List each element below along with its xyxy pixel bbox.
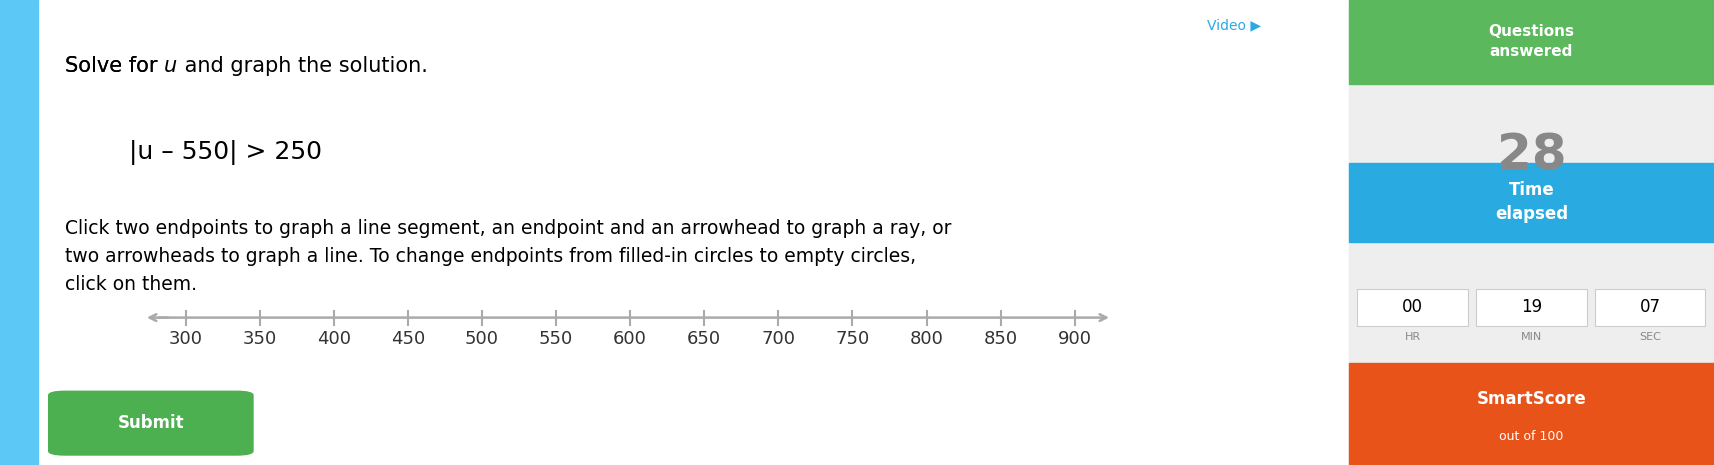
FancyBboxPatch shape — [48, 391, 254, 456]
Text: SmartScore: SmartScore — [1476, 390, 1587, 407]
Text: u: u — [165, 56, 178, 76]
Text: 600: 600 — [614, 330, 648, 348]
Bar — [1349, 363, 1714, 465]
Text: SEC: SEC — [1639, 332, 1661, 342]
Text: 300: 300 — [168, 330, 202, 348]
Text: Time
elapsed: Time elapsed — [1495, 181, 1568, 223]
Text: Submit: Submit — [118, 414, 183, 432]
Text: 500: 500 — [464, 330, 499, 348]
Text: HR: HR — [1404, 332, 1421, 342]
Text: and graph the solution.: and graph the solution. — [178, 56, 427, 76]
FancyBboxPatch shape — [1357, 289, 1467, 326]
Text: 700: 700 — [761, 330, 795, 348]
Text: 07: 07 — [1640, 299, 1661, 316]
Text: 450: 450 — [391, 330, 425, 348]
Text: Video ▶: Video ▶ — [1207, 19, 1262, 33]
Text: 28: 28 — [1496, 132, 1567, 180]
Text: 350: 350 — [243, 330, 276, 348]
Text: 800: 800 — [910, 330, 943, 348]
Bar — [1349, 0, 1714, 465]
Text: Solve for: Solve for — [65, 56, 165, 76]
Text: 900: 900 — [1058, 330, 1092, 348]
Text: Click two endpoints to graph a line segment, an endpoint and an arrowhead to gra: Click two endpoints to graph a line segm… — [65, 219, 951, 293]
Bar — [1349, 163, 1714, 242]
Text: |u – 550| > 250: |u – 550| > 250 — [129, 140, 322, 165]
Text: 400: 400 — [317, 330, 351, 348]
Bar — [1349, 0, 1714, 84]
Text: 550: 550 — [538, 330, 572, 348]
Text: Questions
answered: Questions answered — [1488, 25, 1575, 59]
FancyBboxPatch shape — [1596, 289, 1705, 326]
Text: 19: 19 — [1520, 299, 1543, 316]
Text: 850: 850 — [984, 330, 1018, 348]
Text: 650: 650 — [687, 330, 722, 348]
Bar — [0, 0, 38, 465]
Text: out of 100: out of 100 — [1500, 430, 1563, 443]
Text: 00: 00 — [1402, 299, 1423, 316]
Text: MIN: MIN — [1520, 332, 1543, 342]
Text: 750: 750 — [835, 330, 869, 348]
Text: Solve for: Solve for — [65, 56, 165, 76]
FancyBboxPatch shape — [1476, 289, 1587, 326]
